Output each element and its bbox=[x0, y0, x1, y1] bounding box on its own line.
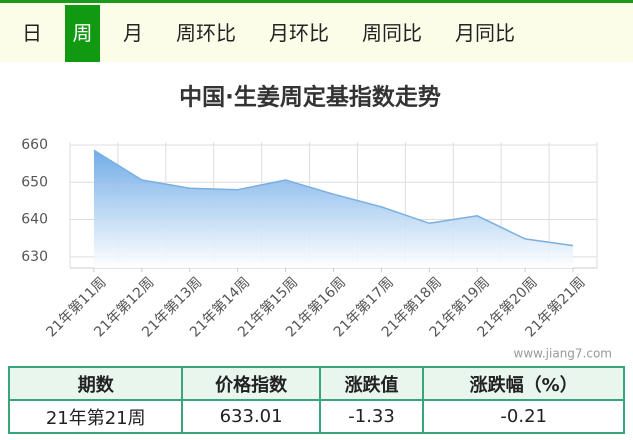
tab-bar: 日周月 周环比 月环比 周同比 月同比 bbox=[0, 0, 633, 62]
header-cell: 价格指数 bbox=[181, 366, 321, 401]
header-cell: 期数 bbox=[7, 366, 184, 401]
table-cell: -0.21 bbox=[422, 399, 625, 434]
summary-table: 期数 价格指数 涨跌值 涨跌幅（%） 21年第21周 633.01 -1.33 -0.21 bbox=[7, 366, 625, 434]
table-cell: 633.01 bbox=[181, 399, 321, 434]
tab[interactable]: 月同比 bbox=[455, 21, 515, 45]
table-body: 21年第21周 633.01 -1.33 -0.21 bbox=[7, 399, 625, 434]
header-cell: 涨跌幅（%） bbox=[422, 366, 625, 401]
y-tick-label: 640 bbox=[21, 212, 48, 228]
table-cell: 21年第21周 bbox=[7, 399, 184, 434]
line bbox=[93, 149, 574, 247]
watermark: www.jiang7.com bbox=[514, 347, 612, 361]
header-cell: 涨跌值 bbox=[318, 366, 425, 401]
tab[interactable]: 周同比 bbox=[362, 21, 422, 45]
y-tick-label: 650 bbox=[21, 174, 48, 190]
table-header: 期数 价格指数 涨跌值 涨跌幅（%） bbox=[7, 366, 625, 401]
tab[interactable]: 日 bbox=[22, 21, 42, 45]
tab[interactable]: 周环比 bbox=[176, 21, 236, 45]
tab[interactable]: 月环比 bbox=[269, 21, 329, 45]
y-tick-label: 660 bbox=[21, 137, 48, 153]
y-tick-label: 630 bbox=[21, 249, 48, 265]
tab[interactable]: 月 bbox=[123, 21, 143, 45]
table-cell: -1.33 bbox=[318, 399, 425, 434]
table-row: 21年第21周 633.01 -1.33 -0.21 bbox=[7, 399, 625, 434]
chart: 中国·生姜周定基指数走势 www.jiang7.com 630 640 650 660… bbox=[21, 84, 612, 361]
tab[interactable]: 周 bbox=[65, 5, 100, 62]
area-fill bbox=[93, 150, 574, 268]
chart-title: 中国·生姜周定基指数走势 bbox=[179, 84, 441, 111]
